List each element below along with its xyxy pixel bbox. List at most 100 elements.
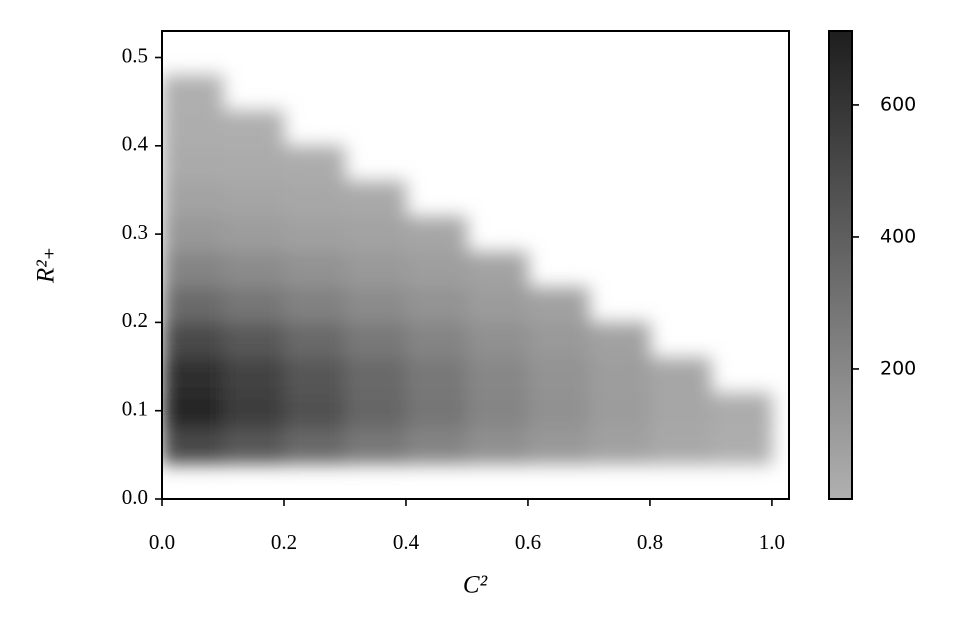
density-cell [406, 181, 467, 217]
density-cell [283, 287, 346, 323]
density-cell [650, 146, 711, 182]
density-cell [222, 287, 285, 323]
y-tick-label: 0.5 [122, 43, 148, 67]
density-cell [162, 216, 224, 253]
density-cell [589, 75, 650, 111]
density-cell [283, 145, 346, 182]
density-cell [162, 75, 224, 111]
density-cell [650, 75, 711, 111]
density-cell [283, 393, 346, 429]
density-cell [710, 428, 773, 465]
density-cell [162, 251, 224, 288]
density-cell [222, 251, 285, 288]
density-cell [406, 110, 467, 146]
density-cell [650, 110, 711, 146]
density-cell [588, 357, 651, 394]
density-cell [405, 216, 468, 253]
x-tick-label: 0.8 [637, 530, 663, 554]
density-cell [162, 357, 224, 394]
density-cell [284, 75, 345, 111]
density-cell [344, 251, 407, 288]
density-cell [466, 357, 529, 394]
density-cell [283, 216, 346, 253]
density-cell [344, 287, 407, 323]
density-cell [222, 216, 285, 253]
density-cell [344, 181, 407, 217]
density-cell [162, 322, 224, 359]
density-cell [405, 322, 468, 359]
density-cell [711, 110, 772, 146]
density-cell [711, 287, 772, 323]
density-cell [589, 146, 650, 182]
density-cell [223, 75, 284, 111]
density-cell [162, 393, 224, 429]
density-cell [345, 146, 406, 182]
density-cell [344, 357, 407, 394]
density-cell [345, 75, 406, 111]
density-cell [405, 393, 468, 429]
density-cell [527, 428, 590, 465]
density-cell [466, 393, 529, 429]
density-cell [650, 287, 711, 323]
density-cell [711, 181, 772, 217]
x-tick-label: 0.6 [515, 530, 541, 554]
density-cell [222, 110, 285, 147]
density-cell [711, 146, 772, 182]
density-cell [344, 322, 407, 359]
density-cell [222, 357, 285, 394]
density-cell [222, 393, 285, 429]
y-tick-label: 0.0 [122, 485, 148, 509]
density-cell [650, 322, 711, 358]
density-cell [528, 252, 589, 288]
density-cell [405, 287, 468, 323]
density-layer [162, 75, 773, 465]
density-cell [283, 357, 346, 394]
density-cell [466, 251, 529, 288]
density-cell [649, 357, 712, 394]
density-cell [405, 428, 468, 465]
density-cell [466, 287, 529, 323]
density-cell [283, 181, 346, 217]
density-cell [406, 146, 467, 182]
density-cell [588, 428, 651, 465]
density-cell [344, 428, 407, 465]
density-cell [711, 75, 772, 111]
density-cell [405, 357, 468, 394]
density-cell [528, 110, 589, 146]
density-cell [222, 145, 285, 182]
density-cell [711, 216, 772, 252]
density-cell [589, 287, 650, 323]
density-cell [649, 428, 712, 465]
density-cell [467, 146, 528, 182]
density-cell [528, 146, 589, 182]
colorbar-tick-label: 600 [880, 93, 916, 115]
x-tick-label: 0.0 [149, 530, 175, 554]
density-cell [283, 428, 346, 465]
density-cell [589, 252, 650, 288]
density-cell [589, 181, 650, 217]
y-tick-label: 0.2 [122, 308, 148, 332]
density-cell [528, 181, 589, 217]
density-cell [162, 145, 224, 182]
density-cell [162, 110, 224, 147]
density-cell [406, 75, 467, 111]
density-cell [650, 181, 711, 217]
density-cell [345, 110, 406, 146]
density-cell [710, 393, 773, 429]
density-cell [222, 181, 285, 217]
density-cell [589, 216, 650, 252]
density-cell [711, 358, 772, 394]
density-cells [162, 75, 773, 465]
x-tick-label: 0.4 [393, 530, 420, 554]
density-cell [222, 428, 285, 465]
y-tick-label: 0.1 [122, 397, 148, 421]
density-cell [711, 322, 772, 358]
density-cell [466, 428, 529, 465]
density-cell [344, 393, 407, 429]
colorbar [828, 30, 853, 500]
density-cell [527, 287, 590, 323]
y-axis-label: R²₊ [33, 247, 60, 284]
density-cell [467, 216, 528, 252]
